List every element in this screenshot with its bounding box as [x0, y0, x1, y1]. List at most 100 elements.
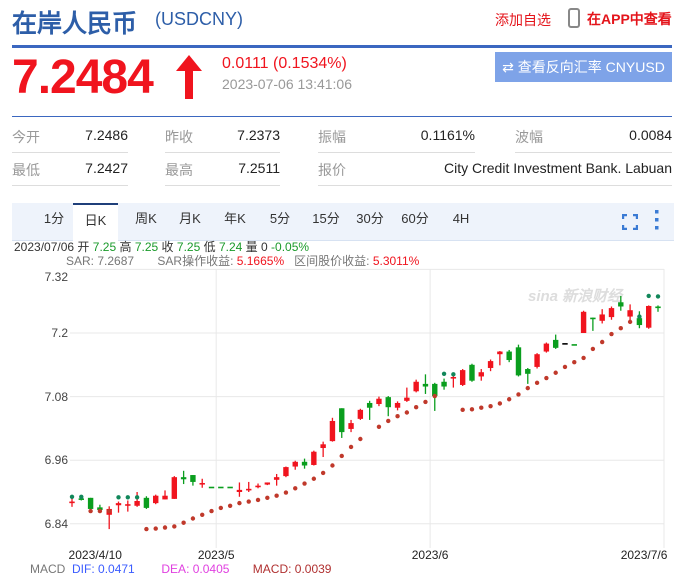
- candle-body: [543, 343, 550, 352]
- tab-4H[interactable]: 4H: [452, 211, 470, 226]
- candle-body: [273, 477, 280, 480]
- sar-dot: [302, 481, 307, 486]
- sar-dot: [116, 495, 121, 500]
- sar-dot: [209, 508, 214, 514]
- sar-dot: [274, 493, 279, 498]
- sar-dot: [79, 494, 84, 499]
- stat-divider: [165, 152, 280, 153]
- sar-op-value: 5.1665%: [236, 254, 285, 268]
- candle-body: [413, 381, 419, 392]
- candle-body: [227, 486, 233, 489]
- candle-body: [487, 361, 494, 368]
- tab-15分[interactable]: 15分: [312, 211, 340, 226]
- x-tick-label: 2023/6: [411, 548, 449, 562]
- low-label: 低: [203, 240, 216, 254]
- sar-dot: [311, 476, 317, 481]
- candle-body: [255, 485, 261, 488]
- tab-1分[interactable]: 1分: [43, 211, 65, 226]
- tab-周K[interactable]: 周K: [135, 211, 157, 226]
- candle-body: [618, 302, 624, 307]
- y-tick-label: 6.96: [44, 453, 68, 468]
- candle-body: [608, 308, 615, 318]
- candle-body: [422, 383, 429, 387]
- low-value: 7.24: [218, 240, 243, 254]
- stat-value: City Credit Investment Bank. Labuan: [443, 160, 672, 176]
- macd-dea: DEA: 0.0405: [161, 562, 230, 576]
- sar-dot: [395, 414, 400, 419]
- candle-body: [339, 408, 345, 433]
- candle-body: [562, 343, 568, 345]
- tab-年K[interactable]: 年K: [224, 211, 246, 226]
- sar-dot: [69, 494, 75, 499]
- stat-label: 波幅: [515, 129, 543, 145]
- tab-5分[interactable]: 5分: [269, 211, 291, 226]
- sar-dot: [386, 418, 391, 424]
- sar-dot: [581, 355, 586, 361]
- more-icon[interactable]: [654, 208, 660, 232]
- stat-divider: [165, 185, 280, 186]
- sar-dot: [655, 294, 661, 299]
- candle-body: [125, 504, 131, 506]
- stat-label: 最高: [165, 162, 193, 178]
- tab-日K[interactable]: 日K: [73, 203, 118, 241]
- stat-divider: [12, 152, 128, 153]
- candle-body: [78, 498, 85, 500]
- candle-body: [432, 383, 438, 397]
- sar-dot: [134, 495, 140, 500]
- x-tick-label: 2023/7/6: [620, 548, 668, 562]
- candle-body: [348, 423, 354, 429]
- candle-body: [153, 495, 159, 504]
- sar-dot: [162, 525, 168, 530]
- phone-icon: [568, 8, 580, 28]
- pct-change: -0.05%: [271, 240, 310, 254]
- arrow-up-icon: [176, 55, 202, 99]
- stat-label: 最低: [12, 162, 40, 178]
- candle-body: [357, 409, 364, 419]
- sar-dot: [330, 463, 335, 468]
- sar-dot: [255, 497, 261, 503]
- y-tick-label: 7.08: [44, 389, 68, 404]
- candle-body: [552, 339, 559, 348]
- view-in-app-link[interactable]: 在APP中查看: [587, 11, 672, 27]
- candle-body: [599, 314, 605, 321]
- candle-body: [525, 369, 531, 374]
- header-divider: [12, 45, 672, 48]
- candle-body: [497, 351, 503, 355]
- stat-label: 今开: [12, 129, 40, 145]
- candle-body: [655, 306, 661, 309]
- price-change: 0.0111 (0.1534%): [222, 55, 347, 72]
- candle-body: [311, 451, 317, 465]
- tab-月K[interactable]: 月K: [179, 211, 201, 226]
- macd-value: MACD: 0.0039: [252, 562, 332, 576]
- stat-label: 振幅: [318, 129, 346, 145]
- range-return-label: 区间股价收益:: [294, 254, 370, 268]
- candle-body: [143, 497, 150, 508]
- sar-dot: [534, 380, 540, 386]
- sar-dot: [339, 453, 344, 459]
- stat-divider: [318, 152, 475, 153]
- stat-value: 0.0084: [629, 127, 672, 143]
- candle-body: [115, 503, 122, 506]
- macd-dif: DIF: 0.0471: [72, 562, 135, 576]
- candle-body: [627, 310, 633, 317]
- reverse-rate-button[interactable]: ⇄ 查看反向汇率 CNYUSD: [495, 52, 672, 82]
- sar-dot: [497, 401, 503, 406]
- sar-dot: [358, 436, 363, 442]
- sar-dot: [200, 512, 205, 517]
- tab-30分[interactable]: 30分: [356, 211, 384, 226]
- open-label: 开: [77, 240, 90, 254]
- add-watchlist-button[interactable]: 添加自选: [495, 12, 551, 28]
- candle-body: [404, 397, 410, 401]
- close-label: 收: [161, 240, 174, 254]
- sar-dot: [283, 490, 289, 495]
- sar-dot: [506, 397, 512, 402]
- candle-body: [264, 482, 271, 485]
- sar-dot: [413, 405, 419, 410]
- sar-dot: [627, 319, 633, 325]
- sar-dot: [265, 495, 270, 501]
- tab-60分[interactable]: 60分: [401, 211, 429, 226]
- fullscreen-icon[interactable]: [622, 214, 638, 230]
- candle-body: [450, 376, 457, 379]
- sar-dot: [488, 403, 493, 409]
